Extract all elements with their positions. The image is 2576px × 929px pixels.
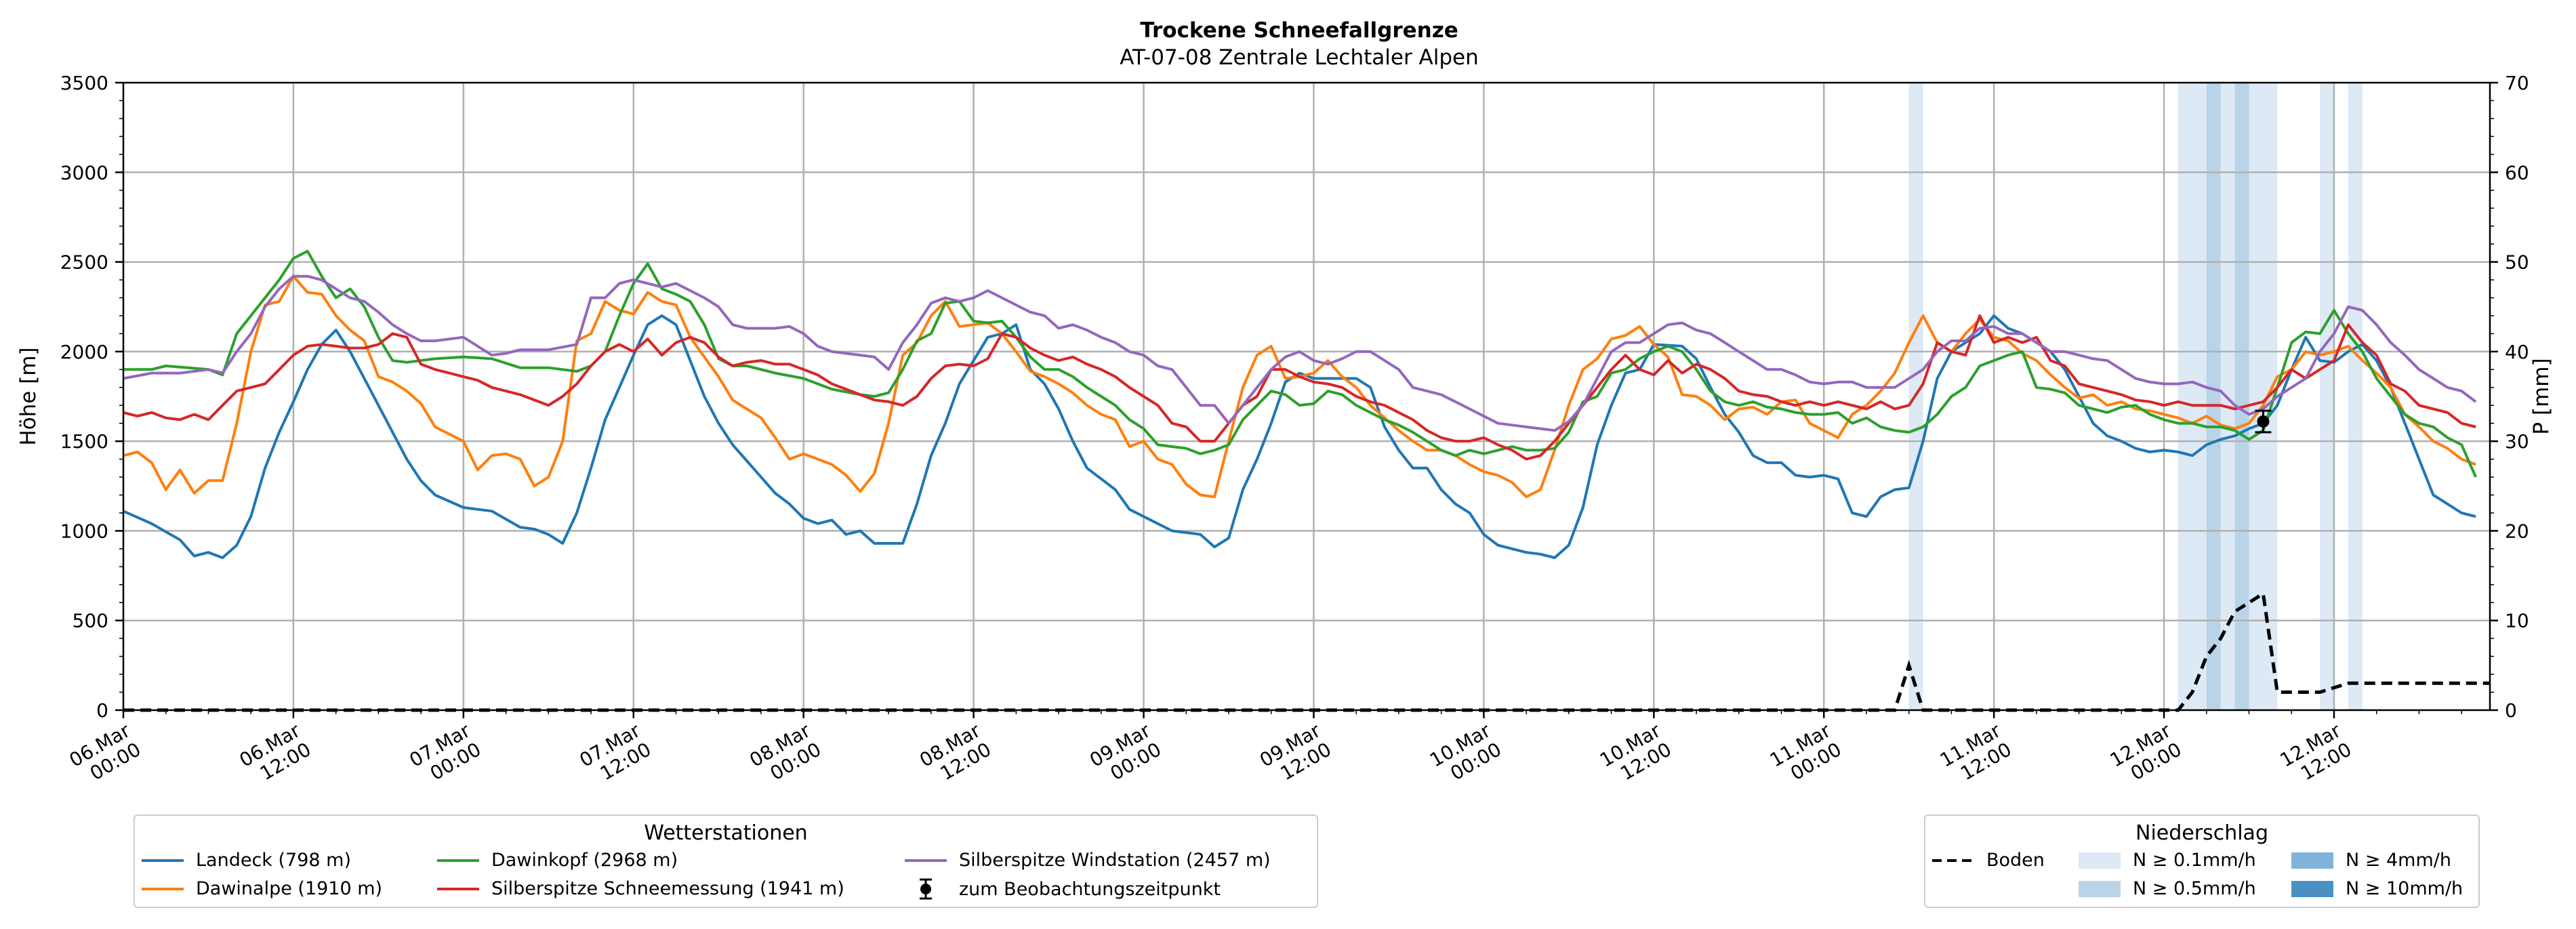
legend-n10-label: N ≥ 10mm/h: [2346, 878, 2463, 899]
series-line: [123, 274, 2476, 499]
y-right-tick-label: 10: [2505, 610, 2529, 632]
legend-landeck-label: Landeck (798 m): [196, 850, 351, 871]
legend-swatch: [142, 887, 184, 890]
station-series: [123, 249, 2477, 560]
legend-windstation: Silberspitze Windstation (2457 m): [905, 850, 1271, 871]
legend-n05-label: N ≥ 0.5mm/h: [2133, 878, 2256, 899]
precip-band: [2234, 83, 2249, 710]
legend-swatch: [1932, 859, 1974, 862]
chart-title: Trockene Schneefallgrenze: [1140, 18, 1458, 43]
legend-beobachtung-label: zum Beobachtungszeitpunkt: [959, 878, 1221, 900]
y-right-tick-label: 40: [2505, 341, 2529, 363]
legend-dawinkopf-label: Dawinkopf (2968 m): [491, 850, 678, 871]
precipitation-legend-title: Niederschlag: [2135, 821, 2268, 845]
series-line: [123, 314, 2476, 560]
legend-schneemessung: Silberspitze Schneemessung (1941 m): [437, 878, 844, 899]
y-right-tick-label: 50: [2505, 251, 2529, 274]
y-tick-label: 3000: [60, 161, 108, 184]
grid-lines: [123, 83, 2490, 710]
axis-ticks: [115, 81, 2498, 718]
y-right-tick-label: 30: [2505, 430, 2529, 453]
legend-n05: N ≥ 0.5mm/h: [2079, 878, 2256, 899]
legend-swatch: [437, 859, 479, 862]
y-tick-label: 0: [96, 699, 108, 722]
precip-band: [2206, 83, 2221, 710]
plot-frame: [122, 81, 2491, 711]
precipitation-bands: [1908, 83, 2363, 710]
series-line: [123, 314, 2476, 461]
precip-band: [2178, 83, 2207, 710]
y-tick-label: 1000: [60, 520, 108, 542]
legend-n01: N ≥ 0.1mm/h: [2079, 850, 2256, 871]
legend-swatch: [142, 859, 184, 862]
y-tick-labels: 0 500 1000 1500 2000 2500 3000 3500: [60, 72, 108, 722]
y-right-tick-label: 20: [2505, 520, 2529, 542]
legend-swatch: [2079, 852, 2121, 869]
series-line: [123, 249, 2477, 478]
legend-swatch: [2291, 880, 2333, 897]
chart-subtitle: AT-07-08 Zentrale Lechtaler Alpen: [1120, 45, 1479, 70]
legend-dawinalpe: Dawinalpe (1910 m): [142, 878, 382, 899]
precip-band: [2320, 83, 2334, 710]
y-tick-label: 2000: [60, 341, 108, 363]
legend-dawinalpe-label: Dawinalpe (1910 m): [196, 878, 383, 899]
legend-landeck: Landeck (798 m): [142, 850, 351, 871]
legend-windstation-label: Silberspitze Windstation (2457 m): [959, 850, 1271, 871]
precip-band: [2348, 83, 2363, 710]
legend-swatch: [2291, 852, 2333, 869]
legend-schneemessung-label: Silberspitze Schneemessung (1941 m): [491, 878, 844, 899]
legend-swatch: [2079, 880, 2121, 897]
y-axis-label: Höhe [m]: [16, 347, 41, 445]
legend-swatch: [905, 859, 947, 862]
y-tick-label: 1500: [60, 430, 108, 453]
legend-n4-label: N ≥ 4mm/h: [2346, 850, 2451, 871]
legend-boden: Boden: [1932, 850, 2045, 871]
ground-series: [123, 590, 2490, 712]
legend-dawinkopf: Dawinkopf (2968 m): [437, 850, 678, 871]
y-right-tick-label: 0: [2505, 699, 2517, 722]
legend-n01-label: N ≥ 0.1mm/h: [2133, 850, 2256, 871]
stations-legend: Wetterstationen Landeck (798 m) Dawinalp…: [134, 814, 1318, 908]
precipitation-legend: Niederschlag Boden N ≥ 0.1mm/h N ≥ 0.5mm…: [1924, 814, 2480, 908]
series-line: [123, 274, 2477, 432]
y-tick-label: 2500: [60, 251, 108, 274]
y-right-tick-labels: 0 10 20 30 40 50 60 70: [2505, 72, 2529, 722]
legend-swatch: [437, 887, 479, 890]
y-right-tick-label: 60: [2505, 161, 2529, 184]
legend-n4: N ≥ 4mm/h: [2291, 850, 2451, 871]
legend-boden-label: Boden: [1986, 850, 2045, 871]
y-tick-label: 3500: [60, 72, 108, 94]
legend-n10: N ≥ 10mm/h: [2291, 878, 2463, 899]
y-tick-label: 500: [73, 610, 108, 632]
stations-legend-title: Wetterstationen: [644, 821, 808, 845]
legend-errorbar-swatch: [920, 878, 932, 900]
legend-beobachtung: zum Beobachtungszeitpunkt: [905, 878, 1221, 900]
y-right-tick-label: 70: [2505, 72, 2529, 94]
y-axis-label-right: P [mm]: [2529, 358, 2554, 434]
observation-point: [2257, 415, 2270, 428]
ground-line: [123, 590, 2490, 712]
observation-marker: [2255, 409, 2272, 434]
